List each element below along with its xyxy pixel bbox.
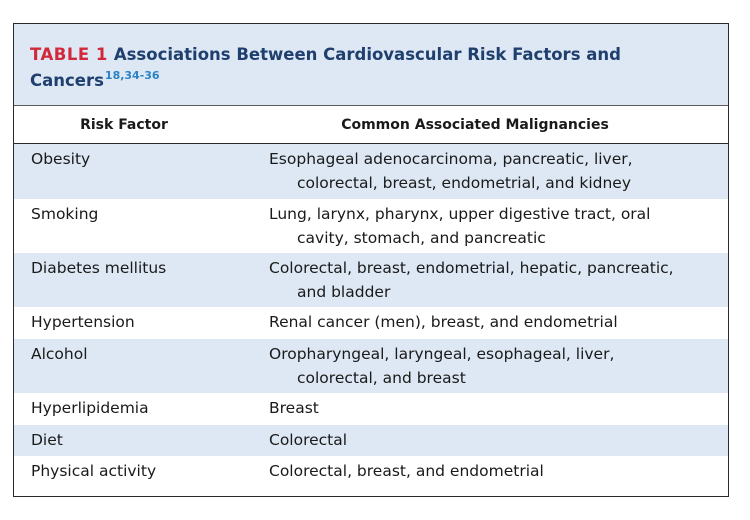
risk-factor-cell: Hypertension: [31, 313, 135, 331]
table-body: Obesity Esophageal adenocarcinoma, pancr…: [14, 144, 728, 488]
risk-factor-cell: Smoking: [31, 205, 99, 223]
table-title-continued: Cancers: [30, 71, 104, 90]
malignancies-line: Breast: [269, 399, 319, 417]
column-header-row: Risk Factor Common Associated Malignanci…: [14, 105, 728, 144]
risk-factor-cell: Physical activity: [31, 462, 157, 480]
table-label: TABLE 1: [30, 45, 108, 64]
malignancies-cell: Colorectal: [269, 425, 728, 456]
header-risk-factor: Risk Factor: [80, 116, 168, 133]
table-frame: TABLE 1 Associations Between Cardiovascul…: [13, 23, 729, 497]
risk-factor-cell: Obesity: [31, 150, 91, 168]
caption-line-1: TABLE 1 Associations Between Cardiovascul…: [30, 42, 712, 68]
malignancies-line: Oropharyngeal, laryngeal, esophageal, li…: [269, 345, 615, 363]
malignancies-cell: Breast: [269, 393, 728, 425]
malignancies-line: Colorectal, breast, endometrial, hepatic…: [269, 259, 674, 277]
risk-factor-cell: Hyperlipidemia: [31, 399, 149, 417]
malignancies-line-continued: colorectal, breast, endometrial, and kid…: [297, 173, 632, 192]
malignancies-line: Colorectal: [269, 431, 348, 449]
header-associated-malignancies: Common Associated Malignancies: [341, 116, 609, 133]
malignancies-cell: Lung, larynx, pharynx, upper digestive t…: [269, 199, 728, 253]
table-row: Hypertension Renal cancer (men), breast,…: [14, 307, 728, 339]
malignancies-cell: Renal cancer (men), breast, and endometr…: [269, 307, 728, 339]
malignancies-line-continued: cavity, stomach, and pancreatic: [297, 228, 546, 247]
table-row: Diabetes mellitus Colorectal, breast, en…: [14, 253, 728, 307]
malignancies-line-continued: and bladder: [297, 282, 391, 301]
malignancies-line: Colorectal, breast, and endometrial: [269, 462, 544, 480]
malignancies-cell: Colorectal, breast, endometrial, hepatic…: [269, 253, 728, 307]
table-title: Associations Between Cardiovascular Risk…: [113, 45, 621, 64]
table-row: Diet Colorectal: [14, 425, 728, 456]
malignancies-line-continued: colorectal, and breast: [297, 368, 466, 387]
risk-factor-cell: Diabetes mellitus: [31, 259, 167, 277]
malignancies-line: Lung, larynx, pharynx, upper digestive t…: [269, 205, 651, 223]
table-row: Smoking Lung, larynx, pharynx, upper dig…: [14, 199, 728, 253]
table-caption: TABLE 1 Associations Between Cardiovascul…: [14, 24, 728, 105]
table-row: Alcohol Oropharyngeal, laryngeal, esopha…: [14, 339, 728, 393]
reference-superscript: 18,34-36: [104, 69, 160, 82]
table-row: Physical activity Colorectal, breast, an…: [14, 456, 728, 488]
malignancies-cell: Esophageal adenocarcinoma, pancreatic, l…: [269, 144, 728, 199]
table-row: Obesity Esophageal adenocarcinoma, pancr…: [14, 144, 728, 199]
malignancies-line: Esophageal adenocarcinoma, pancreatic, l…: [269, 150, 633, 168]
malignancies-cell: Colorectal, breast, and endometrial: [269, 456, 728, 488]
malignancies-cell: Oropharyngeal, laryngeal, esophageal, li…: [269, 339, 728, 393]
caption-line-2: Cancers18,34-36: [30, 68, 712, 94]
malignancies-line: Renal cancer (men), breast, and endometr…: [269, 313, 618, 331]
table-row: Hyperlipidemia Breast: [14, 393, 728, 425]
risk-factor-cell: Alcohol: [31, 345, 88, 363]
risk-factor-cell: Diet: [31, 431, 63, 449]
